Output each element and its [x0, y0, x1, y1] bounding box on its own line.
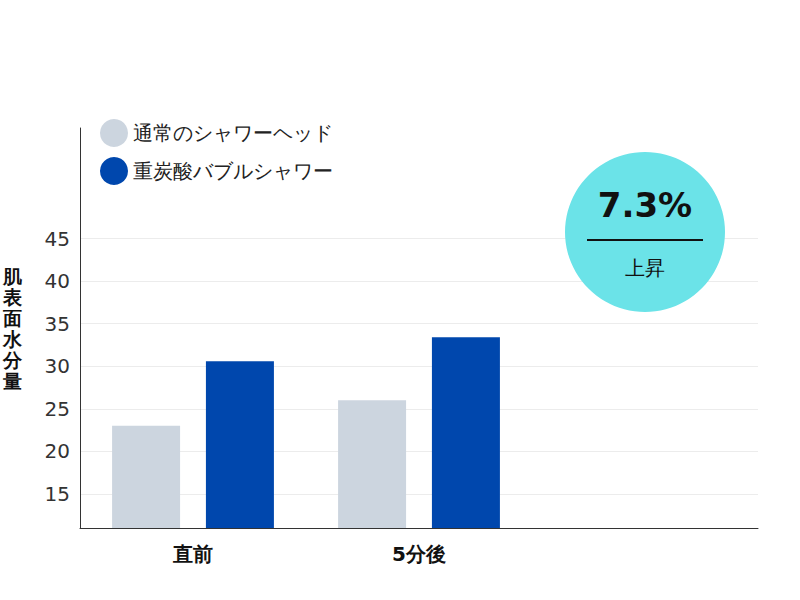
svg-text:45: 45: [45, 227, 70, 251]
svg-text:通常のシャワーヘッド: 通常のシャワーヘッド: [133, 121, 333, 145]
svg-text:20: 20: [45, 439, 70, 463]
svg-text:量: 量: [2, 370, 22, 392]
svg-text:5分後: 5分後: [392, 542, 446, 566]
svg-text:重炭酸バブルシャワー: 重炭酸バブルシャワー: [133, 159, 333, 183]
svg-text:30: 30: [45, 354, 70, 378]
svg-text:上昇: 上昇: [625, 256, 665, 280]
svg-text:15: 15: [45, 482, 70, 506]
svg-text:直前: 直前: [172, 542, 213, 566]
svg-text:水: 水: [2, 328, 23, 350]
svg-text:40: 40: [45, 269, 70, 293]
svg-text:分: 分: [2, 349, 23, 371]
svg-text:25: 25: [45, 397, 70, 421]
svg-text:面: 面: [2, 307, 22, 329]
svg-text:表: 表: [2, 286, 23, 308]
svg-text:肌: 肌: [2, 265, 22, 287]
svg-text:7.3%: 7.3%: [598, 185, 692, 225]
svg-text:35: 35: [45, 312, 70, 336]
